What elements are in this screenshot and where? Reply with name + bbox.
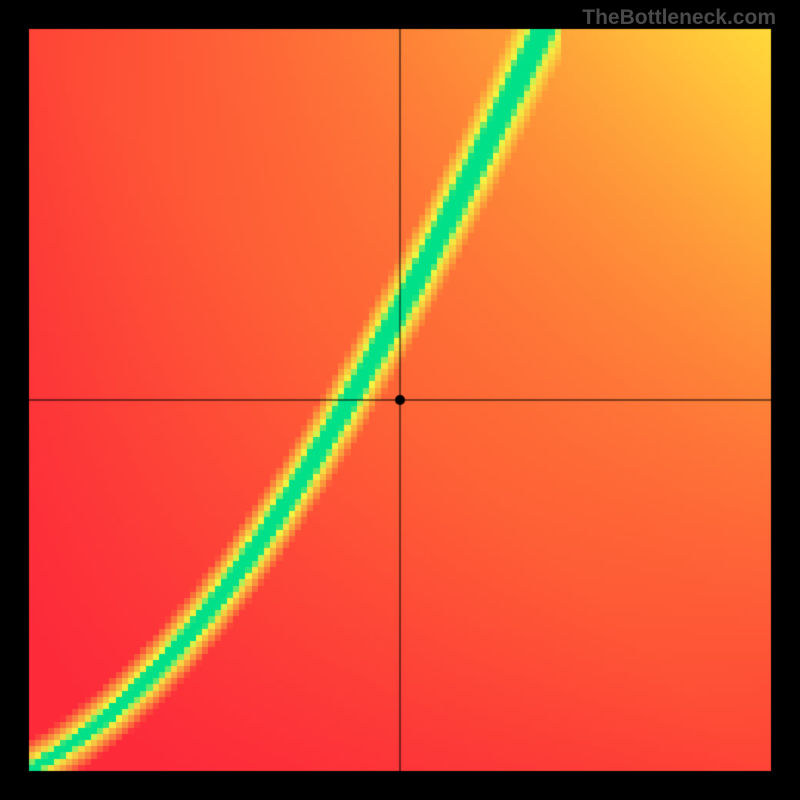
chart-container: TheBottleneck.com <box>0 0 800 800</box>
bottleneck-heatmap <box>0 0 800 800</box>
watermark-text: TheBottleneck.com <box>582 6 776 30</box>
